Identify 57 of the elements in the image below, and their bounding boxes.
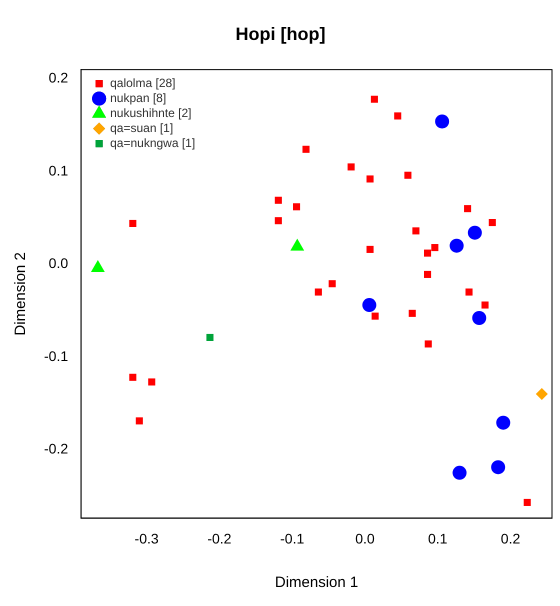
legend-label: qalolma [28] xyxy=(110,76,176,90)
chart-title: Hopi [hop] xyxy=(236,24,326,44)
point xyxy=(314,288,322,296)
point xyxy=(491,460,506,474)
point xyxy=(372,312,379,320)
legend-label: qa=suan [1] xyxy=(110,120,174,135)
legend-label: nukpan [8] xyxy=(110,90,166,105)
point xyxy=(435,114,450,129)
point xyxy=(424,250,432,257)
y-tick-label: 0.2 xyxy=(48,70,68,86)
legend-label: qa=nukngwa [1] xyxy=(110,136,196,150)
y-tick-label: -0.2 xyxy=(44,440,68,456)
point xyxy=(464,205,472,212)
x-tick-label: -0.3 xyxy=(134,530,159,546)
point xyxy=(394,112,402,120)
x-axis-title: Dimension 1 xyxy=(274,574,358,592)
point xyxy=(366,246,374,253)
point xyxy=(412,227,420,234)
point xyxy=(274,196,282,204)
point xyxy=(536,388,548,400)
point xyxy=(404,172,412,179)
point xyxy=(450,238,464,253)
y-tick-label: -0.1 xyxy=(44,348,68,364)
point xyxy=(206,334,214,341)
point xyxy=(328,280,336,288)
point xyxy=(129,220,136,227)
x-tick-label: 0.0 xyxy=(355,530,375,546)
point xyxy=(472,311,486,325)
point xyxy=(431,244,438,252)
point xyxy=(482,301,489,309)
point xyxy=(362,298,376,312)
point xyxy=(452,466,467,480)
point xyxy=(293,203,300,210)
y-tick-label: 0.1 xyxy=(48,162,68,178)
point xyxy=(408,310,416,317)
point xyxy=(468,226,482,240)
point xyxy=(302,146,310,153)
point xyxy=(348,163,355,170)
point xyxy=(129,374,136,381)
y-tick-label: 0.0 xyxy=(48,255,68,272)
point xyxy=(524,498,531,506)
point xyxy=(136,417,143,424)
point xyxy=(496,416,510,430)
point xyxy=(465,288,473,296)
point xyxy=(148,378,156,386)
legend-label: nukushihnte [2] xyxy=(110,106,192,120)
point xyxy=(424,270,432,278)
x-tick-label: 0.1 xyxy=(428,530,448,546)
x-tick-label: 0.2 xyxy=(500,530,520,546)
point xyxy=(274,217,282,224)
y-axis-title: Dimension 2 xyxy=(12,252,30,336)
point xyxy=(488,218,496,226)
point xyxy=(370,96,378,103)
x-tick-label: -0.1 xyxy=(280,530,304,546)
x-tick-label: -0.2 xyxy=(207,530,232,546)
point xyxy=(366,175,374,183)
point xyxy=(424,340,432,348)
